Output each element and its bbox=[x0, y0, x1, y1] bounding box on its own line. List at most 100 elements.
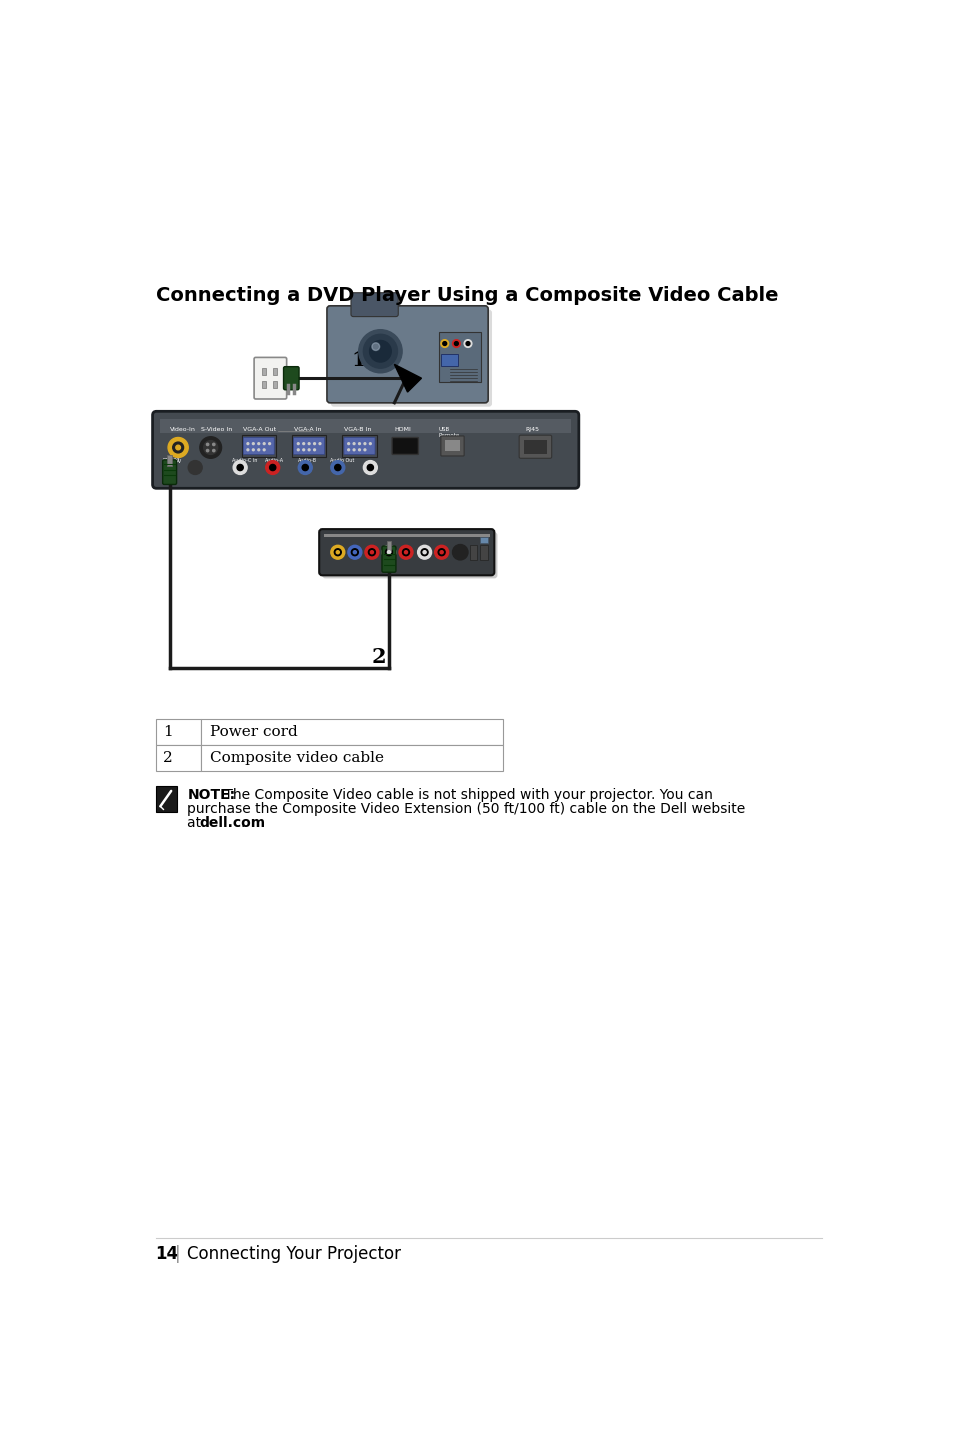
Circle shape bbox=[452, 339, 459, 348]
Bar bbox=[480, 537, 488, 543]
Circle shape bbox=[331, 461, 344, 474]
Circle shape bbox=[363, 334, 397, 368]
FancyBboxPatch shape bbox=[253, 358, 286, 400]
Circle shape bbox=[165, 463, 175, 473]
Circle shape bbox=[334, 548, 341, 556]
Text: purchase the Composite Video Extension (50 ft/100 ft) cable on the Dell website: purchase the Composite Video Extension (… bbox=[187, 802, 745, 816]
Bar bbox=[480, 544, 488, 560]
Bar bbox=[261, 368, 266, 375]
Circle shape bbox=[387, 551, 390, 554]
Circle shape bbox=[168, 438, 188, 457]
Circle shape bbox=[204, 441, 217, 454]
Text: USB
Remote: USB Remote bbox=[438, 428, 459, 438]
Text: |: | bbox=[174, 1244, 180, 1263]
FancyBboxPatch shape bbox=[319, 528, 494, 576]
Circle shape bbox=[347, 448, 349, 451]
Text: NOTE:: NOTE: bbox=[187, 788, 235, 802]
Circle shape bbox=[206, 450, 209, 451]
Circle shape bbox=[398, 546, 413, 558]
Circle shape bbox=[454, 342, 457, 345]
Circle shape bbox=[442, 342, 446, 345]
Text: VGA-A In: VGA-A In bbox=[294, 428, 321, 432]
Bar bbox=[261, 381, 266, 388]
Circle shape bbox=[351, 548, 358, 556]
Text: 1: 1 bbox=[163, 725, 173, 739]
Circle shape bbox=[385, 548, 392, 556]
Text: HDMI: HDMI bbox=[394, 428, 411, 432]
Bar bbox=[200, 745, 502, 770]
Text: Video-In: Video-In bbox=[171, 428, 196, 432]
Circle shape bbox=[331, 546, 344, 558]
Text: .: . bbox=[240, 816, 244, 829]
Text: Power cord: Power cord bbox=[210, 725, 297, 739]
Circle shape bbox=[369, 442, 371, 444]
Bar bbox=[523, 440, 546, 454]
Circle shape bbox=[302, 442, 304, 444]
Bar bbox=[438, 332, 480, 382]
Circle shape bbox=[175, 445, 180, 450]
Circle shape bbox=[257, 448, 259, 451]
Circle shape bbox=[466, 342, 470, 345]
Circle shape bbox=[367, 464, 373, 471]
FancyBboxPatch shape bbox=[327, 306, 488, 402]
Circle shape bbox=[335, 551, 339, 554]
FancyBboxPatch shape bbox=[351, 292, 397, 316]
Circle shape bbox=[353, 551, 356, 554]
Circle shape bbox=[364, 448, 365, 451]
FancyBboxPatch shape bbox=[152, 411, 578, 488]
Circle shape bbox=[452, 544, 468, 560]
Circle shape bbox=[353, 442, 355, 444]
Bar bbox=[342, 435, 376, 457]
Text: DC 12V: DC 12V bbox=[162, 460, 181, 464]
Circle shape bbox=[257, 442, 259, 444]
Bar bbox=[167, 455, 172, 465]
Circle shape bbox=[269, 442, 271, 444]
Circle shape bbox=[369, 341, 391, 362]
FancyBboxPatch shape bbox=[344, 438, 375, 454]
FancyBboxPatch shape bbox=[322, 533, 497, 579]
Circle shape bbox=[347, 442, 349, 444]
Circle shape bbox=[247, 448, 249, 451]
Text: 2: 2 bbox=[163, 750, 173, 765]
Circle shape bbox=[298, 461, 312, 474]
Bar bbox=[200, 719, 502, 745]
Bar bbox=[292, 435, 326, 457]
Circle shape bbox=[188, 461, 202, 474]
FancyBboxPatch shape bbox=[518, 435, 551, 458]
Bar bbox=[444, 440, 459, 451]
Circle shape bbox=[364, 442, 365, 444]
Text: Audio-B: Audio-B bbox=[297, 457, 316, 463]
Text: RS-232: RS-232 bbox=[162, 457, 180, 463]
Text: The Composite Video cable is not shipped with your projector. You can: The Composite Video cable is not shipped… bbox=[220, 788, 712, 802]
Circle shape bbox=[358, 329, 402, 372]
Circle shape bbox=[318, 442, 320, 444]
Text: Audio-A: Audio-A bbox=[265, 457, 284, 463]
Text: VGA-A Out: VGA-A Out bbox=[243, 428, 276, 432]
Circle shape bbox=[314, 442, 315, 444]
Circle shape bbox=[253, 442, 254, 444]
Bar bbox=[155, 786, 177, 812]
Circle shape bbox=[368, 548, 375, 556]
Circle shape bbox=[270, 464, 275, 471]
Circle shape bbox=[439, 551, 443, 554]
Circle shape bbox=[233, 461, 247, 474]
Bar bbox=[155, 719, 200, 745]
Circle shape bbox=[236, 464, 243, 471]
Circle shape bbox=[381, 546, 395, 558]
Circle shape bbox=[263, 448, 265, 451]
Bar bbox=[241, 435, 275, 457]
Text: 2: 2 bbox=[372, 647, 386, 667]
Text: S-Video In: S-Video In bbox=[200, 428, 232, 432]
Text: dell.com: dell.com bbox=[199, 816, 266, 829]
Circle shape bbox=[365, 546, 378, 558]
FancyBboxPatch shape bbox=[162, 460, 176, 484]
Circle shape bbox=[358, 442, 360, 444]
Bar bbox=[440, 354, 457, 367]
Circle shape bbox=[422, 551, 426, 554]
Text: Audio-C In: Audio-C In bbox=[233, 457, 257, 463]
Circle shape bbox=[172, 442, 183, 453]
Bar bbox=[386, 541, 391, 553]
Circle shape bbox=[199, 437, 221, 458]
Bar bbox=[160, 420, 571, 432]
Text: at: at bbox=[187, 816, 206, 829]
